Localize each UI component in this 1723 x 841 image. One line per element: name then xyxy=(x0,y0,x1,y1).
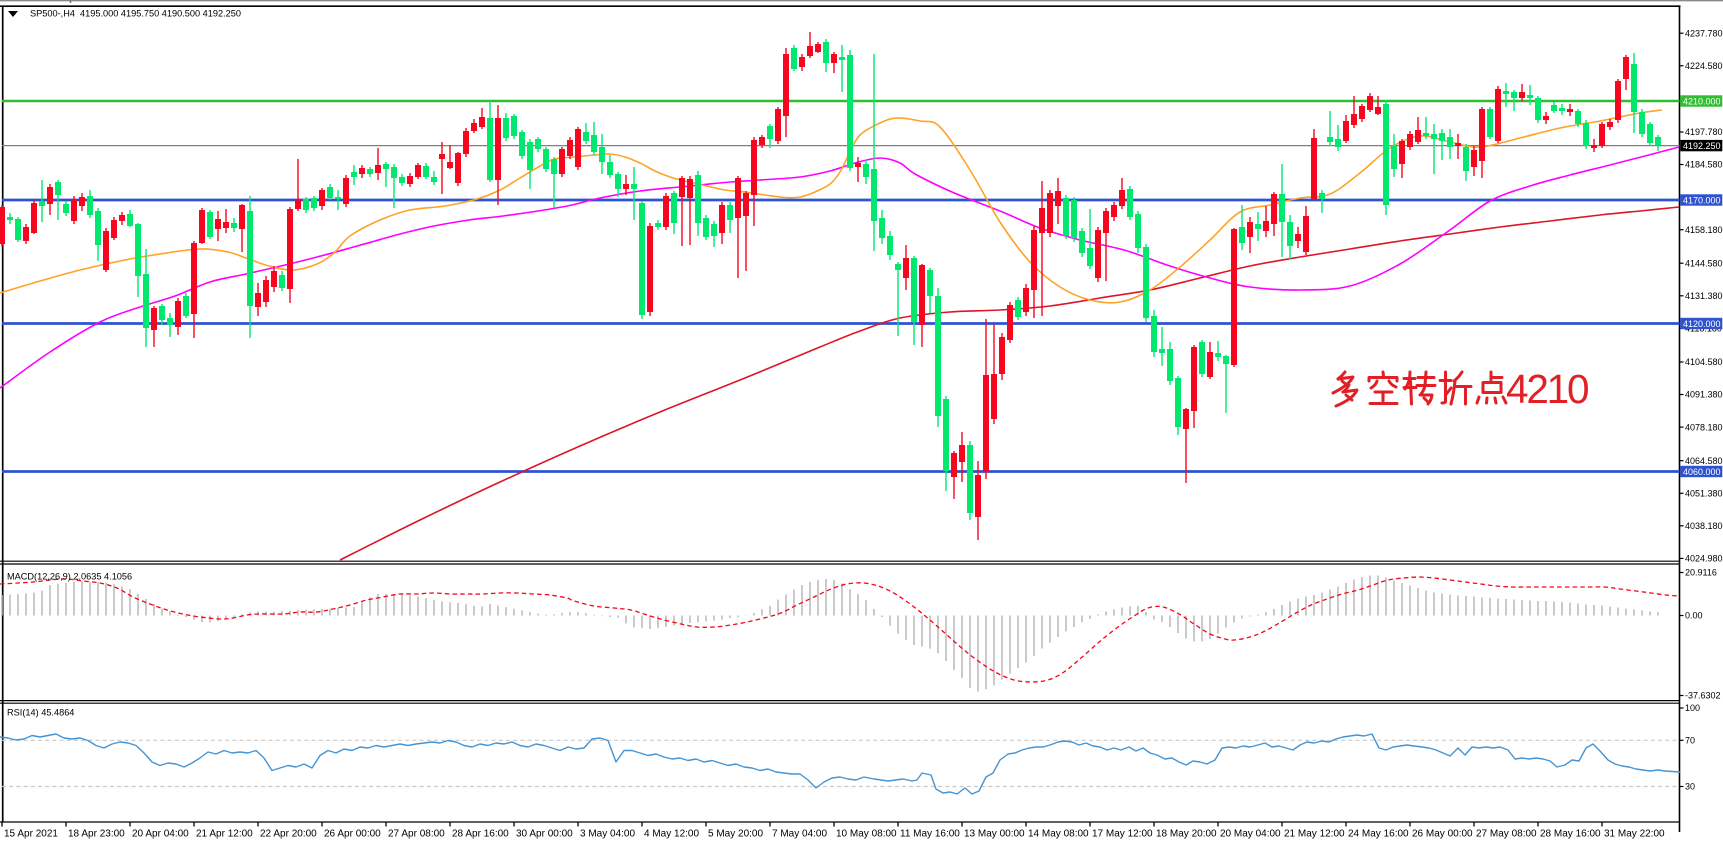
svg-text:31 May 22:00: 31 May 22:00 xyxy=(1604,829,1665,840)
svg-text:3 May 04:00: 3 May 04:00 xyxy=(580,829,635,840)
svg-text:4 May 12:00: 4 May 12:00 xyxy=(644,829,699,840)
svg-text:-37.6302: -37.6302 xyxy=(1685,691,1721,701)
svg-text:RSI(14) 45.4864: RSI(14) 45.4864 xyxy=(7,708,74,718)
svg-text:15 Apr 2021: 15 Apr 2021 xyxy=(4,829,58,840)
svg-text:4024.980: 4024.980 xyxy=(1685,554,1723,564)
svg-text:SP500-,H4 4195.000 4195.750 4: SP500-,H4 4195.000 4195.750 4190.500 419… xyxy=(30,9,241,19)
svg-text:28 Apr 16:00: 28 Apr 16:00 xyxy=(452,829,509,840)
svg-text:20 May 04:00: 20 May 04:00 xyxy=(1220,829,1281,840)
svg-text:4091.380: 4091.380 xyxy=(1685,390,1723,400)
svg-text:4144.580: 4144.580 xyxy=(1685,258,1723,268)
svg-text:4078.180: 4078.180 xyxy=(1685,422,1723,432)
svg-text:0.00: 0.00 xyxy=(1685,611,1703,621)
svg-text:30 Apr 00:00: 30 Apr 00:00 xyxy=(516,829,573,840)
svg-text:27 Apr 08:00: 27 Apr 08:00 xyxy=(388,829,445,840)
svg-text:4104.580: 4104.580 xyxy=(1685,357,1723,367)
svg-text:100: 100 xyxy=(1685,703,1700,713)
svg-text:11 May 16:00: 11 May 16:00 xyxy=(900,829,960,840)
svg-text:21 May 12:00: 21 May 12:00 xyxy=(1284,829,1345,840)
svg-text:27 May 08:00: 27 May 08:00 xyxy=(1476,829,1537,840)
svg-text:5 May 20:00: 5 May 20:00 xyxy=(708,829,763,840)
svg-text:17 May 12:00: 17 May 12:00 xyxy=(1092,829,1153,840)
svg-text:30: 30 xyxy=(1685,782,1695,792)
svg-text:4131.380: 4131.380 xyxy=(1685,291,1723,301)
svg-text:4210: 4210 xyxy=(1506,366,1588,412)
svg-text:4237.780: 4237.780 xyxy=(1685,28,1723,38)
svg-text:4197.780: 4197.780 xyxy=(1685,127,1723,137)
svg-text:4051.380: 4051.380 xyxy=(1685,489,1723,499)
svg-text:21 Apr 12:00: 21 Apr 12:00 xyxy=(196,829,253,840)
svg-text:24 May 16:00: 24 May 16:00 xyxy=(1348,829,1409,840)
svg-text:MACD(12,26,9) 2.0635 4.1056: MACD(12,26,9) 2.0635 4.1056 xyxy=(7,572,132,582)
svg-text:22 Apr 20:00: 22 Apr 20:00 xyxy=(260,829,317,840)
svg-text:4184.580: 4184.580 xyxy=(1685,160,1723,170)
svg-text:20 Apr 04:00: 20 Apr 04:00 xyxy=(132,829,189,840)
svg-text:20.9116: 20.9116 xyxy=(1685,568,1717,578)
svg-text:4158.180: 4158.180 xyxy=(1685,225,1723,235)
svg-text:10 May 08:00: 10 May 08:00 xyxy=(836,829,897,840)
svg-text:18 Apr 23:00: 18 Apr 23:00 xyxy=(68,829,125,840)
svg-text:70: 70 xyxy=(1685,736,1695,746)
svg-text:4060.000: 4060.000 xyxy=(1683,467,1721,477)
svg-text:4120.000: 4120.000 xyxy=(1683,319,1721,329)
svg-text:7 May 04:00: 7 May 04:00 xyxy=(772,829,827,840)
svg-text:18 May 20:00: 18 May 20:00 xyxy=(1156,829,1217,840)
svg-text:4038.180: 4038.180 xyxy=(1685,521,1723,531)
svg-text:28 May 16:00: 28 May 16:00 xyxy=(1540,829,1601,840)
svg-text:4170.000: 4170.000 xyxy=(1683,195,1721,205)
svg-text:4210.000: 4210.000 xyxy=(1683,96,1721,106)
svg-text:13 May 00:00: 13 May 00:00 xyxy=(964,829,1025,840)
svg-text:14 May 08:00: 14 May 08:00 xyxy=(1028,829,1089,840)
svg-text:4224.580: 4224.580 xyxy=(1685,61,1723,71)
svg-text:26 May 00:00: 26 May 00:00 xyxy=(1412,829,1473,840)
svg-text:4064.580: 4064.580 xyxy=(1685,456,1723,466)
svg-text:26 Apr 00:00: 26 Apr 00:00 xyxy=(324,829,381,840)
svg-text:4192.250: 4192.250 xyxy=(1683,141,1721,151)
